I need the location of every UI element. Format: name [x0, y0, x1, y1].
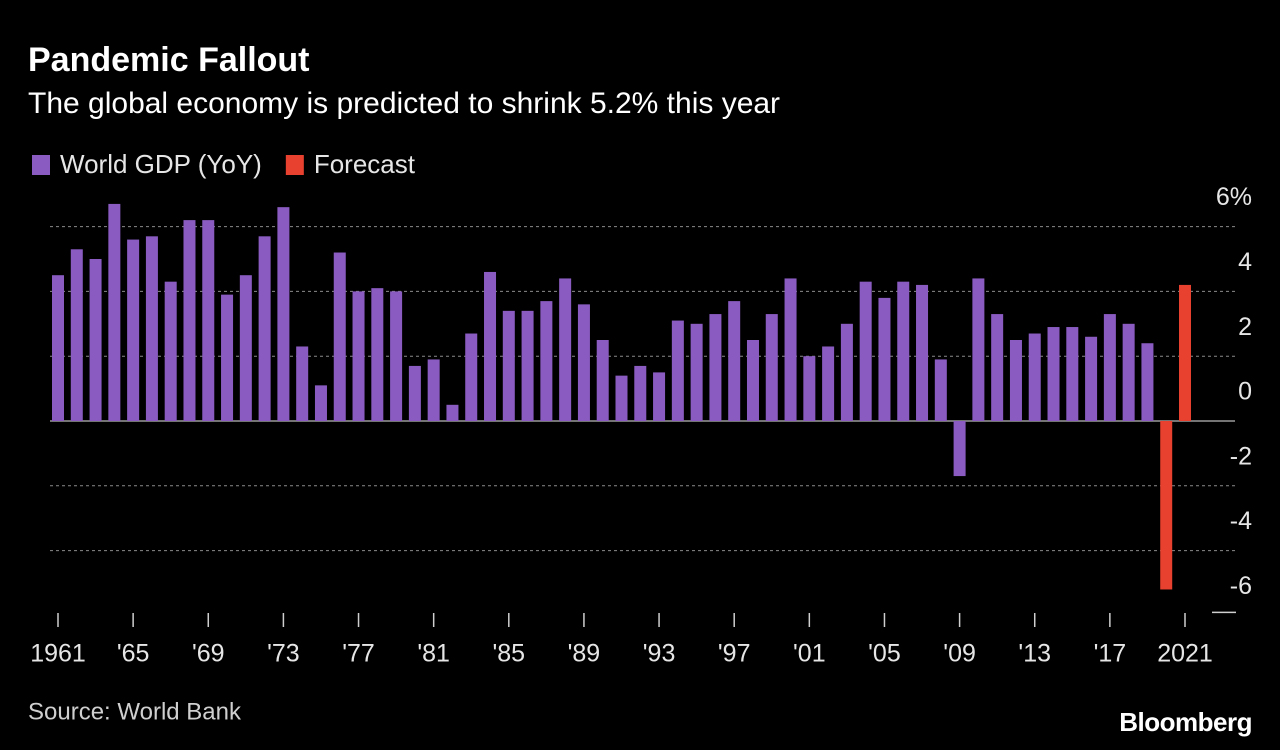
bar [728, 301, 741, 421]
chart-subtitle: The global economy is predicted to shrin… [28, 87, 780, 120]
legend: World GDP (YoY) Forecast [32, 149, 416, 179]
bar [352, 291, 365, 421]
bar [991, 314, 1004, 421]
bar [916, 284, 929, 421]
y-tick-label: 0 [1238, 378, 1252, 406]
bar [371, 288, 384, 421]
x-tick-label: '89 [568, 640, 601, 668]
bar [277, 207, 290, 421]
x-tick-label: '73 [267, 640, 300, 668]
legend-label: Forecast [314, 149, 416, 179]
chart-title: Pandemic Fallout [28, 41, 310, 79]
x-tick-label: '85 [493, 640, 526, 668]
bar [615, 375, 628, 421]
x-tick-label: '97 [718, 640, 751, 668]
bar [765, 314, 778, 421]
bar [145, 236, 158, 421]
brand-logo: Bloomberg [1119, 707, 1252, 737]
bar [239, 275, 252, 421]
bar [502, 310, 515, 421]
bar [634, 365, 647, 421]
bar [314, 385, 327, 421]
bar [296, 346, 309, 421]
bar [577, 304, 590, 421]
y-tick-label: -2 [1230, 442, 1252, 470]
bars [52, 203, 1191, 590]
bar [108, 203, 121, 421]
y-tick-label: 4 [1238, 248, 1252, 276]
y-tick-label: 6% [1216, 183, 1252, 211]
bar [878, 297, 891, 421]
bar [1179, 284, 1191, 421]
bar [333, 252, 346, 421]
bar [784, 278, 797, 421]
axes: -6 -4 -2 0 2 4 6% 1961 '65 '69 '73 '77 '81 '85 '89 '93 '… [30, 183, 1252, 667]
bar [390, 291, 403, 421]
bar [840, 323, 853, 421]
x-tick-label: '93 [643, 640, 676, 668]
bar [1047, 327, 1060, 421]
bar [183, 220, 196, 421]
x-tick-label: '13 [1018, 640, 1051, 668]
legend-swatch [285, 155, 304, 175]
bar [164, 281, 177, 421]
source: Source: World Bank [28, 698, 242, 725]
bar [1066, 327, 1079, 421]
x-tick-label: '65 [117, 640, 150, 668]
bar [1028, 333, 1041, 421]
bar [709, 314, 722, 421]
bar [1009, 340, 1022, 421]
bar [859, 281, 872, 421]
bar [221, 294, 234, 421]
bar [653, 372, 666, 421]
x-tick-label: '17 [1094, 640, 1127, 668]
bar [822, 346, 835, 421]
x-tick-label: 1961 [30, 640, 86, 668]
bar [559, 278, 572, 421]
x-tick-label: '81 [417, 640, 450, 668]
x-tick-label: 2021 [1157, 640, 1213, 668]
bar [690, 323, 703, 421]
bar [972, 278, 985, 421]
bar [1122, 323, 1135, 421]
bar [953, 421, 966, 477]
x-tick-label: '01 [793, 640, 826, 668]
bar [671, 320, 684, 421]
bar [897, 281, 910, 421]
bar [540, 301, 553, 421]
bar [1103, 314, 1116, 421]
bar [446, 404, 459, 421]
bar [89, 259, 102, 421]
x-tick-label: '09 [943, 640, 976, 668]
bar [1085, 336, 1098, 421]
legend-label: World GDP (YoY) [60, 149, 262, 179]
bar [934, 359, 947, 421]
y-tick-label: -6 [1230, 572, 1252, 600]
bar [127, 239, 140, 421]
bar [70, 249, 83, 421]
bar [803, 356, 816, 421]
x-tick-label: '05 [868, 640, 901, 668]
bar [408, 365, 421, 421]
x-tick-label: '69 [192, 640, 225, 668]
bar [52, 275, 64, 421]
y-tick-label: 2 [1238, 313, 1252, 341]
bar [1141, 343, 1154, 421]
bar [746, 340, 759, 421]
bar [596, 340, 609, 421]
x-tick-label: '77 [342, 640, 375, 668]
bar [1160, 421, 1173, 590]
legend-swatch [32, 155, 50, 175]
bar [484, 271, 497, 421]
bar [202, 220, 215, 421]
y-tick-label: -4 [1230, 507, 1252, 535]
bar [465, 333, 478, 421]
bar [521, 310, 534, 421]
bar [427, 359, 440, 421]
bar [258, 236, 271, 421]
